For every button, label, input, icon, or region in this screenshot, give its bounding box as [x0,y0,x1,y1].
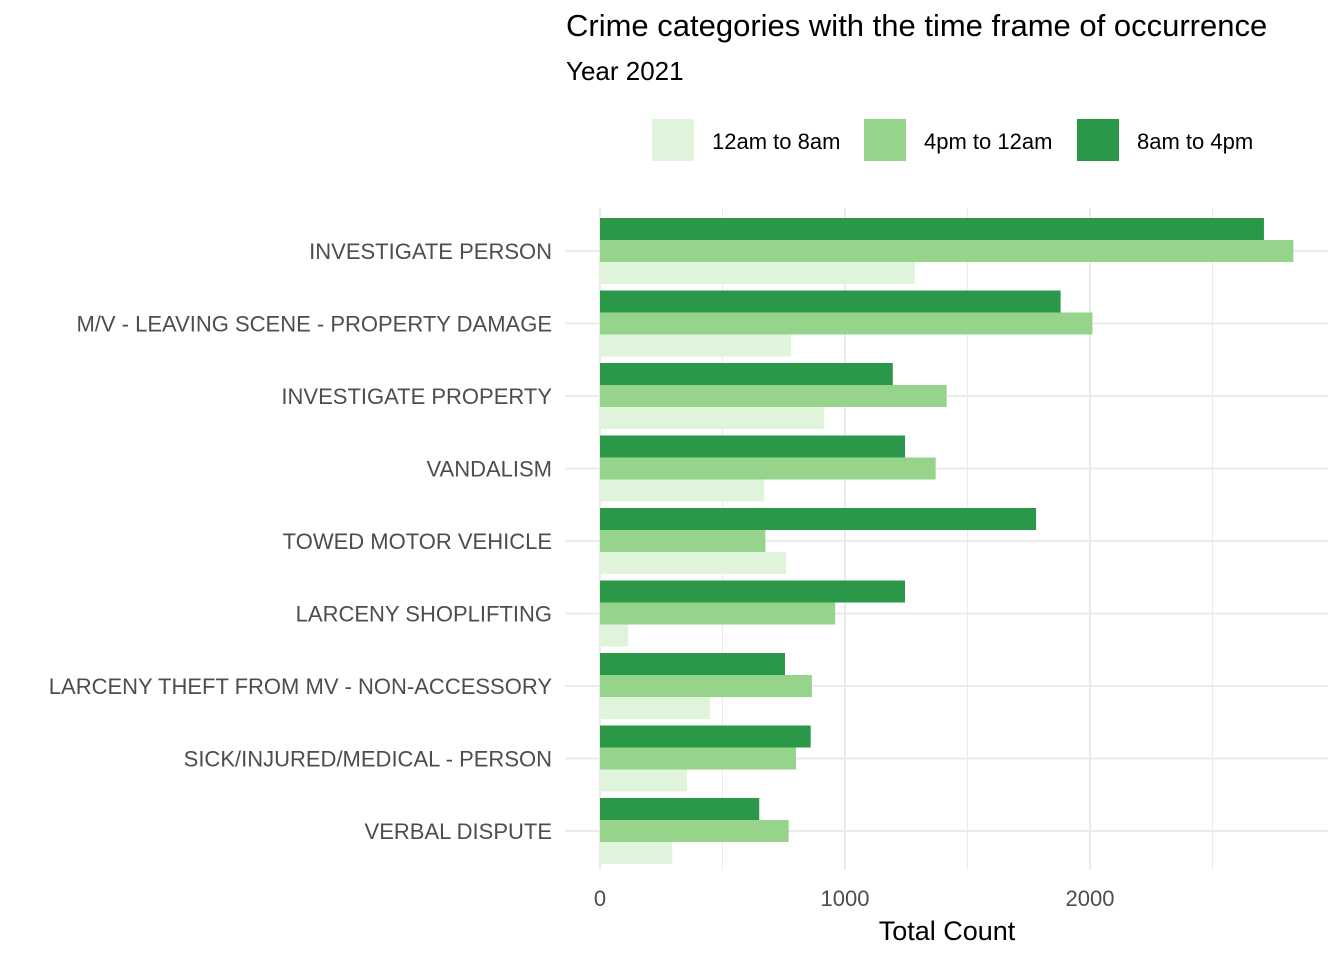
bar-investigate-person-4pm-to-12am [600,240,1294,262]
bar-sick-injured-medical-person-4pm-to-12am [600,747,796,770]
y-tick-label-investigate-property: INVESTIGATE PROPERTY [281,384,552,409]
bar-verbal-dispute-12am-to-8am [600,842,673,864]
chart-subtitle: Year 2021 [566,56,684,86]
bar-m-v-leaving-scene-property-damage-4pm-to-12am [600,312,1093,335]
bar-towed-motor-vehicle-12am-to-8am [600,552,787,574]
bar-larceny-theft-from-mv-non-accessory-8am-to-4pm [600,653,785,675]
bars [600,218,1294,864]
bar-vandalism-4pm-to-12am [600,457,936,480]
bar-verbal-dispute-4pm-to-12am [600,820,789,842]
bar-vandalism-8am-to-4pm [600,435,906,458]
bar-investigate-property-12am-to-8am [600,407,825,429]
legend-swatch-8am-to-4pm [1077,119,1119,161]
x-tick-label-0: 0 [594,886,606,911]
bar-larceny-theft-from-mv-non-accessory-4pm-to-12am [600,675,812,697]
x-tick-labels: 0 1000 2000 [594,886,1115,911]
bar-sick-injured-medical-person-8am-to-4pm [600,725,811,748]
bar-investigate-person-8am-to-4pm [600,218,1264,240]
bar-verbal-dispute-8am-to-4pm [600,798,760,820]
y-tick-label-vandalism: VANDALISM [426,457,552,482]
y-tick-label-sick-injured-medical-person: SICK/INJURED/MEDICAL - PERSON [184,747,552,772]
y-tick-label-larceny-theft-from-mv-non-accessory: LARCENY THEFT FROM MV - NON-ACCESSORY [49,674,553,699]
bar-towed-motor-vehicle-8am-to-4pm [600,508,1037,530]
chart-title: Crime categories with the time frame of … [566,8,1268,43]
bar-larceny-shoplifting-8am-to-4pm [600,580,906,603]
legend-label-4pm-to-12am: 4pm to 12am [924,129,1053,154]
legend-swatch-4pm-to-12am [864,119,906,161]
y-tick-label-towed-motor-vehicle: TOWED MOTOR VEHICLE [283,529,552,554]
x-tick-label-1000: 1000 [821,886,870,911]
y-tick-label-larceny-shoplifting: LARCENY SHOPLIFTING [296,602,552,627]
bar-larceny-shoplifting-4pm-to-12am [600,602,836,625]
bar-vandalism-12am-to-8am [600,479,765,502]
bar-investigate-property-4pm-to-12am [600,385,947,407]
y-tick-label-m-v-leaving-scene-property-damage: M/V - LEAVING SCENE - PROPERTY DAMAGE [76,312,552,337]
bar-sick-injured-medical-person-12am-to-8am [600,769,687,792]
bar-larceny-theft-from-mv-non-accessory-12am-to-8am [600,697,711,719]
bar-m-v-leaving-scene-property-damage-8am-to-4pm [600,290,1061,313]
y-tick-label-verbal-dispute: VERBAL DISPUTE [365,819,552,844]
x-axis-title: Total Count [879,916,1016,946]
x-tick-label-2000: 2000 [1066,886,1115,911]
bar-investigate-property-8am-to-4pm [600,363,893,385]
bar-investigate-person-12am-to-8am [600,262,915,284]
legend-label-12am-to-8am: 12am to 8am [712,129,841,154]
category-labels: INVESTIGATE PERSON M/V - LEAVING SCENE - … [49,239,553,844]
legend-label-8am-to-4pm: 8am to 4pm [1137,129,1254,154]
bar-towed-motor-vehicle-4pm-to-12am [600,530,766,552]
bar-m-v-leaving-scene-property-damage-12am-to-8am [600,334,792,357]
y-tick-label-investigate-person: INVESTIGATE PERSON [309,239,552,264]
legend-swatch-12am-to-8am [652,119,694,161]
bar-larceny-shoplifting-12am-to-8am [600,624,629,647]
